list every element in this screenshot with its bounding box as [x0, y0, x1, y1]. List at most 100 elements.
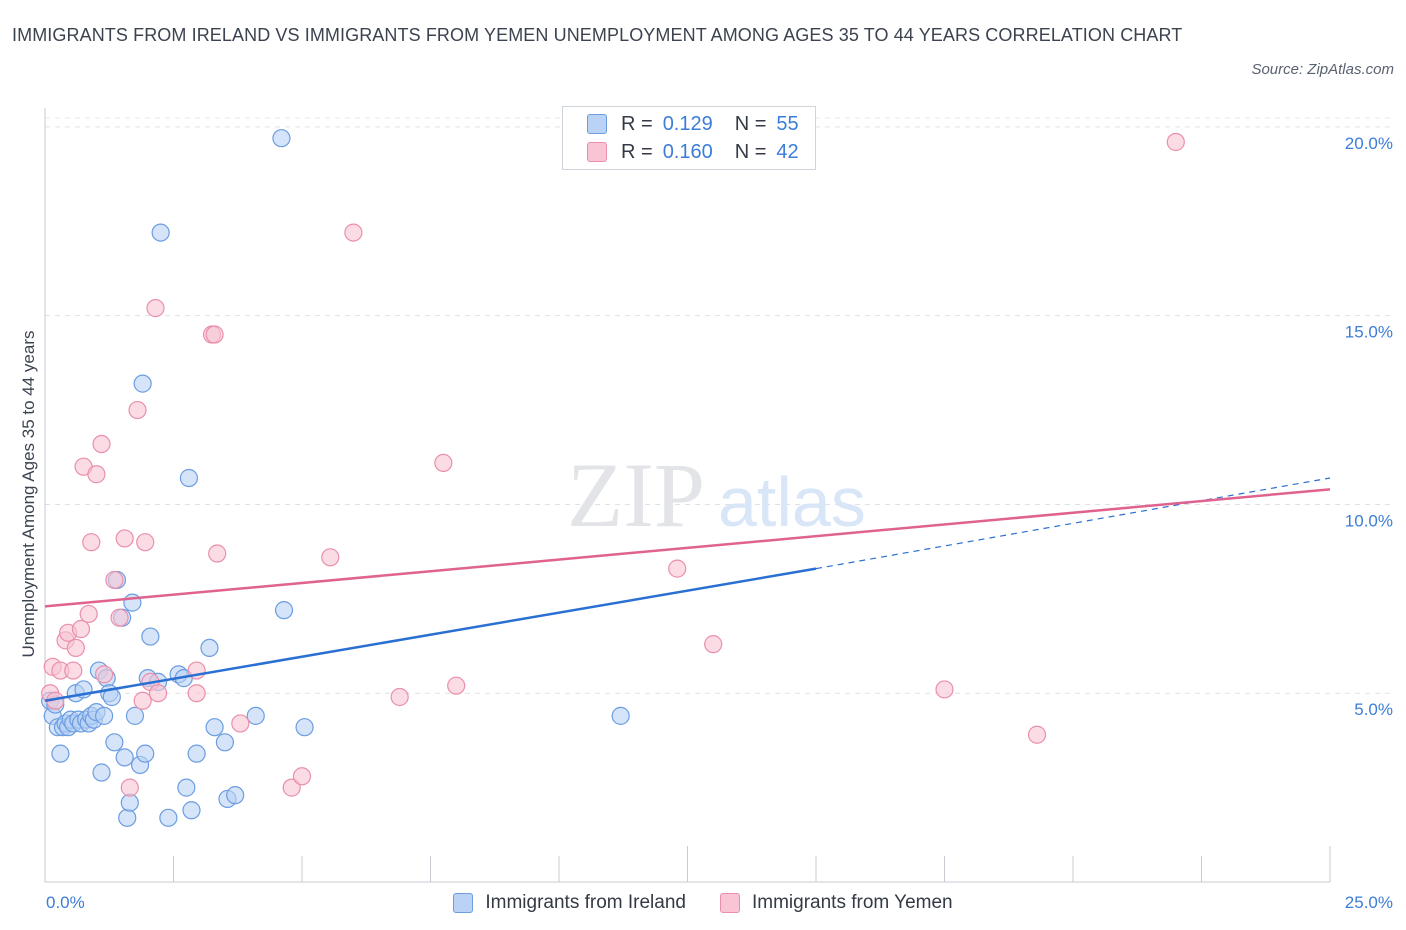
point-yemen — [282, 778, 301, 797]
point-ireland — [141, 627, 160, 646]
legend-n-label: N = — [734, 112, 767, 135]
chart-title: IMMIGRANTS FROM IRELAND VS IMMIGRANTS FR… — [12, 25, 1183, 45]
point-yemen — [231, 714, 250, 733]
point-ireland — [226, 786, 245, 805]
data-points — [41, 129, 1185, 827]
legend-n-label: N = — [734, 140, 767, 163]
grid-lines — [45, 117, 1393, 694]
legend-swatch-ireland — [587, 114, 607, 134]
point-ireland — [136, 744, 155, 763]
watermark: ZIP atlas — [567, 444, 866, 546]
correlation-legend: R = 0.129 N = 55 R = 0.160 N = 42 — [562, 106, 816, 170]
point-yemen — [133, 691, 152, 710]
series-legend-yemen: Immigrants from Yemen — [719, 892, 953, 914]
point-yemen — [82, 533, 101, 552]
point-yemen — [128, 400, 147, 420]
point-ireland — [187, 744, 206, 763]
legend-r-label: R = — [621, 112, 653, 135]
legend-row-yemen: R = 0.160 N = 42 — [587, 139, 799, 165]
trend-lines — [44, 477, 1331, 703]
point-ireland — [295, 718, 314, 737]
point-yemen — [87, 465, 106, 484]
point-yemen — [292, 767, 312, 786]
point-yemen — [668, 559, 687, 578]
point-ireland — [133, 374, 152, 393]
legend-r-value-ireland: 0.129 — [662, 112, 713, 135]
point-yemen — [434, 453, 453, 473]
point-yemen — [66, 638, 85, 658]
point-yemen — [447, 676, 466, 695]
point-ireland — [200, 638, 219, 658]
trend-extension-ireland — [815, 477, 1331, 570]
chart-source: Source: ZipAtlas.com — [1251, 61, 1394, 78]
x-tick-label-min: 0.0% — [46, 893, 85, 912]
point-yemen — [95, 665, 114, 684]
legend-n-value-ireland: 55 — [776, 112, 799, 135]
point-yemen — [704, 635, 723, 654]
point-ireland — [105, 733, 124, 752]
series-label-yemen: Immigrants from Yemen — [751, 892, 953, 913]
point-yemen — [1166, 132, 1185, 152]
point-ireland — [611, 706, 630, 725]
y-tick-label: 20.0% — [1345, 134, 1393, 153]
axis-labels: Unemployment Among Ages 35 to 44 years 0… — [19, 134, 1393, 912]
series-legend-ireland: Immigrants from Ireland — [453, 892, 686, 914]
legend-r-value-yemen: 0.160 — [662, 140, 713, 163]
point-ireland — [95, 706, 114, 725]
trend-line-yemen — [44, 488, 1331, 608]
point-ireland — [118, 808, 137, 827]
legend-n-value-yemen: 42 — [776, 140, 799, 163]
point-ireland — [215, 733, 234, 752]
point-yemen — [935, 680, 954, 699]
point-yemen — [344, 223, 363, 242]
series-swatch-ireland — [453, 893, 474, 913]
y-axis-label: Unemployment Among Ages 35 to 44 years — [19, 331, 38, 658]
axes — [44, 108, 1331, 883]
point-yemen — [92, 434, 111, 454]
y-tick-label: 5.0% — [1354, 700, 1393, 719]
point-ireland — [205, 718, 224, 737]
series-swatch-yemen — [719, 893, 740, 913]
point-yemen — [120, 778, 139, 797]
point-ireland — [179, 468, 199, 488]
point-yemen — [79, 604, 98, 624]
point-yemen — [105, 570, 124, 590]
point-yemen — [115, 529, 134, 548]
legend-r-label: R = — [621, 140, 653, 163]
point-ireland — [274, 601, 294, 620]
y-tick-label: 15.0% — [1345, 323, 1393, 342]
point-yemen — [110, 608, 129, 627]
point-ireland — [272, 129, 291, 148]
point-ireland — [51, 744, 70, 763]
point-yemen — [1027, 725, 1047, 744]
watermark-atlas: atlas — [718, 463, 866, 541]
point-yemen — [208, 544, 227, 563]
point-ireland — [115, 748, 134, 767]
series-legend: Immigrants from Ireland Immigrants from … — [0, 889, 1406, 917]
point-ireland — [92, 763, 111, 782]
point-yemen — [148, 684, 168, 703]
point-ireland — [125, 706, 145, 725]
point-ireland — [182, 801, 201, 820]
legend-row-ireland: R = 0.129 N = 55 — [587, 111, 799, 137]
point-ireland — [151, 223, 170, 242]
point-yemen — [64, 661, 83, 680]
point-ireland — [159, 808, 178, 827]
point-yemen — [205, 325, 224, 344]
point-yemen — [146, 299, 165, 318]
point-yemen — [390, 687, 409, 707]
trend-line-ireland — [44, 567, 817, 703]
point-yemen — [321, 548, 340, 567]
x-tick-label-max: 25.0% — [1345, 893, 1393, 912]
series-label-ireland: Immigrants from Ireland — [485, 892, 686, 913]
point-yemen — [136, 533, 155, 552]
legend-swatch-yemen — [587, 142, 607, 162]
watermark-zip: ZIP — [567, 444, 705, 546]
point-ireland — [246, 706, 265, 725]
point-yemen — [187, 684, 206, 703]
y-tick-label: 10.0% — [1345, 511, 1393, 530]
point-ireland — [120, 793, 139, 812]
point-ireland — [177, 778, 196, 797]
point-yemen — [71, 619, 91, 639]
